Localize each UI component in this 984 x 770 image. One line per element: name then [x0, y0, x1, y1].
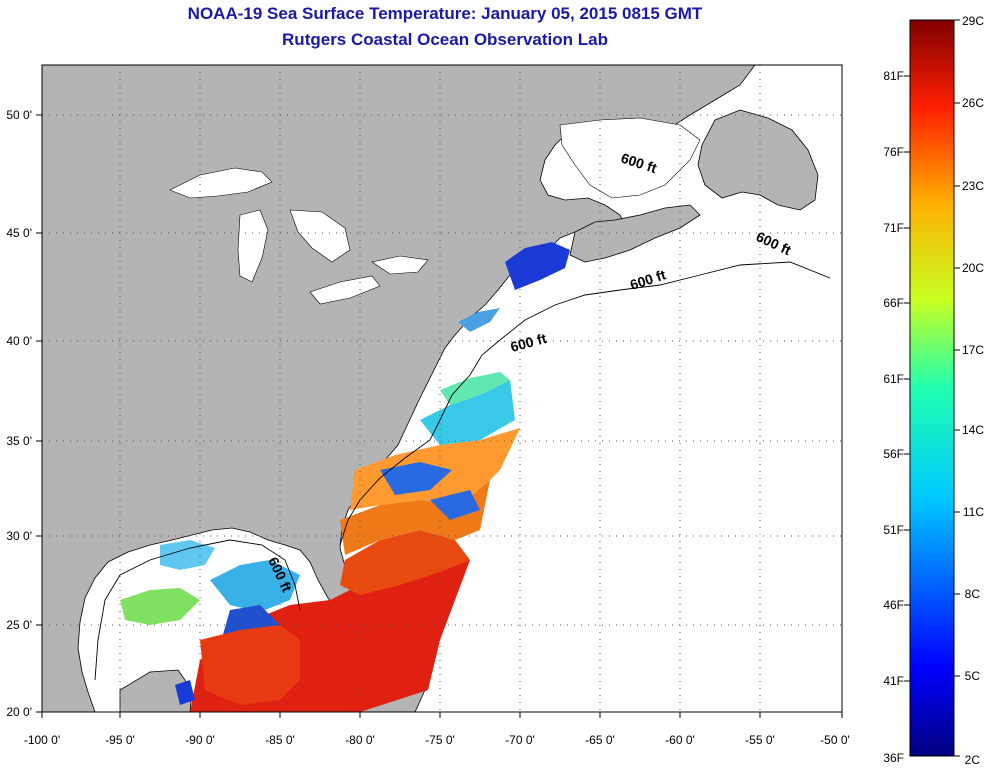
colorbar-celsius-label: 17C	[962, 343, 984, 357]
x-tick-label: -60 0'	[665, 733, 695, 747]
colorbar-celsius-label: 8C	[965, 587, 981, 601]
x-tick-label: -65 0'	[585, 733, 615, 747]
colorbar-celsius-label: 26C	[962, 96, 984, 110]
colorbar-fahrenheit-label: 36F	[883, 751, 904, 765]
colorbar-fahrenheit-label: 56F	[883, 447, 904, 461]
map-subtitle: Rutgers Coastal Ocean Observation Lab	[282, 30, 608, 49]
colorbar-celsius-label: 29C	[962, 14, 984, 28]
x-tick-label: -90 0'	[185, 733, 215, 747]
y-tick-label: 25 0'	[6, 618, 32, 632]
x-tick-label: -85 0'	[265, 733, 295, 747]
x-tick-label: -95 0'	[105, 733, 135, 747]
depth-contour-600ft	[94, 261, 831, 681]
lake-erie	[309, 275, 381, 305]
y-tick-label: 30 0'	[6, 529, 32, 543]
colorbar-fahrenheit-label: 46F	[883, 598, 904, 612]
colorbar-fahrenheit-label: 76F	[883, 145, 904, 159]
x-tick-label: -70 0'	[505, 733, 535, 747]
y-tick-label: 20 0'	[6, 705, 32, 719]
map-frame	[41, 64, 843, 713]
x-tick-label: -75 0'	[425, 733, 455, 747]
map-title: NOAA-19 Sea Surface Temperature: January…	[187, 4, 703, 23]
colorbar-celsius-label: 20C	[962, 261, 984, 275]
land-nova-scotia	[569, 204, 701, 263]
colorbar-fahrenheit-label: 51F	[883, 523, 904, 537]
colorbar-fahrenheit-label: 71F	[883, 221, 904, 235]
colorbar-fahrenheit-label: 81F	[883, 69, 904, 83]
map-gridlines	[42, 65, 842, 712]
y-tick-label: 35 0'	[6, 434, 32, 448]
colorbar	[909, 19, 955, 757]
lake-ontario	[371, 255, 429, 275]
sst-data-overlay	[120, 242, 570, 712]
x-tick-label: -100 0'	[24, 733, 60, 747]
land-newfoundland	[697, 109, 819, 211]
y-tick-label: 45 0'	[6, 226, 32, 240]
x-tick-label: -55 0'	[745, 733, 775, 747]
axis-tick-marks	[36, 114, 843, 718]
lake-superior	[169, 167, 273, 199]
land-north-america	[42, 65, 756, 712]
lake-huron	[289, 209, 351, 263]
colorbar-celsius-label: 2C	[965, 753, 981, 767]
colorbar-fahrenheit-label: 41F	[883, 674, 904, 688]
colorbar-celsius-label: 5C	[965, 669, 981, 683]
colorbar-celsius-label: 11C	[963, 505, 984, 519]
y-tick-label: 50 0'	[6, 108, 32, 122]
colorbar-celsius-label: 14C	[962, 423, 984, 437]
colorbar-fahrenheit-label: 61F	[883, 372, 904, 386]
colorbar-ticks	[904, 19, 960, 757]
lake-michigan	[237, 209, 269, 283]
x-tick-label: -50 0'	[820, 733, 850, 747]
colorbar-fahrenheit-label: 66F	[883, 296, 904, 310]
colorbar-celsius-label: 23C	[962, 179, 984, 193]
y-tick-label: 40 0'	[6, 334, 32, 348]
x-tick-label: -80 0'	[345, 733, 375, 747]
gulf-of-st-lawrence	[559, 117, 701, 199]
